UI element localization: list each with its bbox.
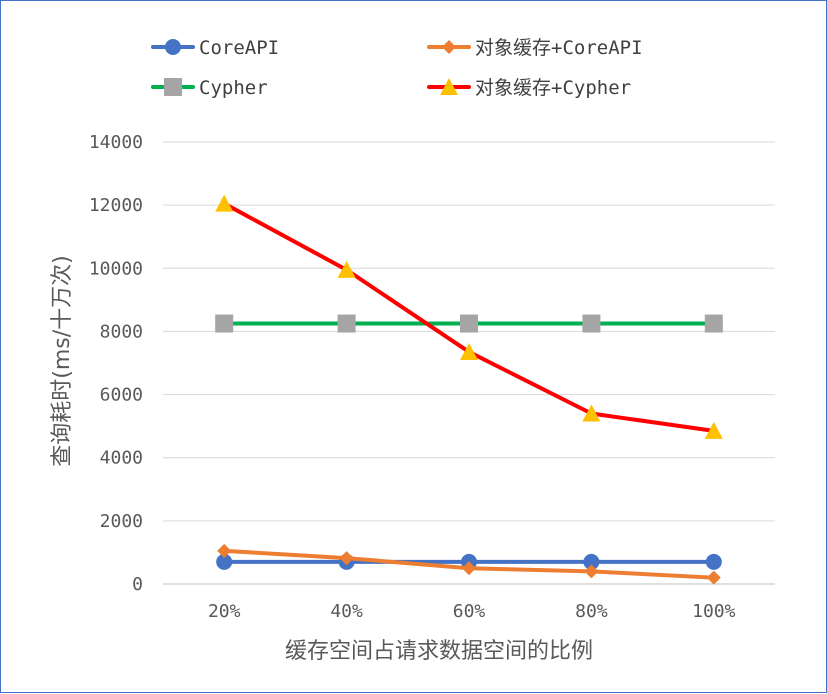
data-point [216,553,233,570]
data-point [217,543,232,558]
y-tick-label: 12000 [89,195,143,216]
data-point [584,564,599,579]
legend-label: CoreAPI [199,37,279,59]
data-point [704,314,723,333]
data-point [462,561,476,576]
data-point [215,314,234,333]
legend-item: 对象缓存+CoreAPI [427,37,643,59]
data-point [339,551,354,566]
legend-item: CoreAPI [151,37,279,59]
y-tick-label: 4000 [100,448,143,469]
y-tick-label: 10000 [89,258,143,279]
legend-label: 对象缓存+CoreAPI [475,37,643,59]
series [217,543,721,585]
y-axis-title: 查询耗时(ms/十万次) [50,255,75,466]
legend-item: 对象缓存+Cypher [427,77,631,99]
legend: CoreAPI 对象缓存+CoreAPI Cypher 对象缓存+Cypher [151,37,643,99]
legend-label: Cypher [199,77,268,99]
x-tick-label: 40% [330,601,363,622]
legend-label: 对象缓存+Cypher [475,77,631,99]
series-layer [215,194,723,585]
x-tick-label: 80% [575,601,608,622]
data-point [582,404,601,422]
data-point [337,260,356,278]
legend-marker [165,39,181,55]
legend-marker [442,40,456,54]
y-tick-label: 6000 [100,385,143,406]
y-axis-ticks: 0 2000 4000 6000 8000 10000 12000 14000 [89,132,143,595]
series [215,194,723,439]
data-point [582,314,601,333]
data-point [337,314,356,333]
legend-marker [440,78,458,95]
legend-item: Cypher [151,77,268,99]
data-point [460,342,478,360]
data-point [705,553,722,570]
x-axis-title: 缓存空间占请求数据空间的比例 [285,639,593,664]
gridlines [163,141,775,585]
series [215,314,723,333]
data-point [706,570,721,585]
x-tick-label: 100% [692,601,736,622]
data-point [215,194,234,212]
data-point [460,314,478,333]
x-tick-label: 20% [208,601,241,622]
x-axis-ticks: 20% 40% 60% 80% 100% [208,601,736,622]
y-tick-label: 0 [132,574,143,595]
legend-marker [164,78,182,96]
y-tick-label: 2000 [100,511,143,532]
y-tick-label: 14000 [89,132,143,153]
x-tick-label: 60% [453,601,486,622]
data-point [704,421,723,439]
y-tick-label: 8000 [100,321,143,342]
data-point [583,553,600,570]
